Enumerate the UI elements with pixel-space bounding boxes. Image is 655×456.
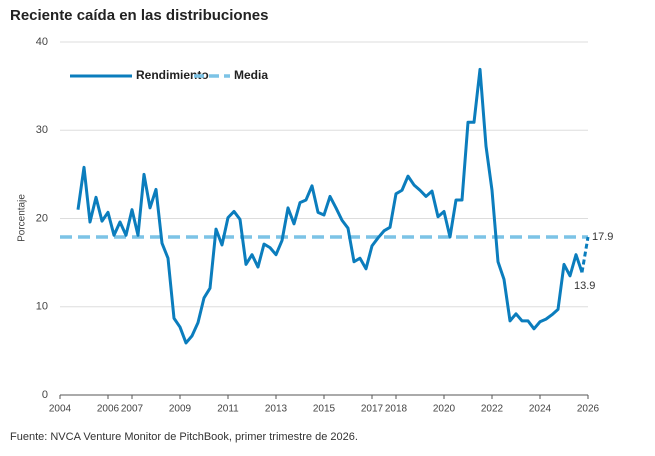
y-tick-label: 30 bbox=[36, 124, 48, 136]
x-tick-label: 2018 bbox=[385, 404, 408, 415]
y-tick-label: 40 bbox=[36, 36, 48, 48]
projection-line bbox=[580, 236, 590, 273]
x-tick-label: 2015 bbox=[313, 404, 336, 415]
y-tick-label: 0 bbox=[42, 389, 48, 401]
x-tick-label: 2011 bbox=[217, 404, 239, 415]
mean-label: 17.9 bbox=[592, 231, 613, 243]
value-label: 13.9 bbox=[574, 280, 595, 292]
y-tick-label: 20 bbox=[36, 212, 48, 224]
legend-label: Rendimiento bbox=[136, 68, 209, 82]
x-tick-label: 2009 bbox=[169, 404, 192, 415]
x-tick-label: 2013 bbox=[265, 404, 288, 415]
data-line bbox=[76, 67, 584, 345]
x-tick-label: 2004 bbox=[49, 404, 72, 415]
x-tick-label: 2022 bbox=[481, 404, 504, 415]
y-axis-label: Porcentaje bbox=[17, 194, 28, 242]
x-tick-label: 2020 bbox=[433, 404, 456, 415]
source: Fuente: NVCA Venture Monitor de PitchBoo… bbox=[10, 431, 358, 443]
x-tick-label: 2024 bbox=[529, 404, 552, 415]
y-tick-label: 10 bbox=[36, 301, 48, 313]
x-tick-label: 2006 bbox=[97, 404, 120, 415]
x-tick-label: 2017 bbox=[361, 404, 384, 415]
x-tick-label: 2026 bbox=[577, 404, 600, 415]
legend-label: Media bbox=[234, 68, 268, 82]
x-tick-label: 2007 bbox=[121, 404, 144, 415]
chart-title: Reciente caída en las distribuciones bbox=[10, 7, 268, 24]
